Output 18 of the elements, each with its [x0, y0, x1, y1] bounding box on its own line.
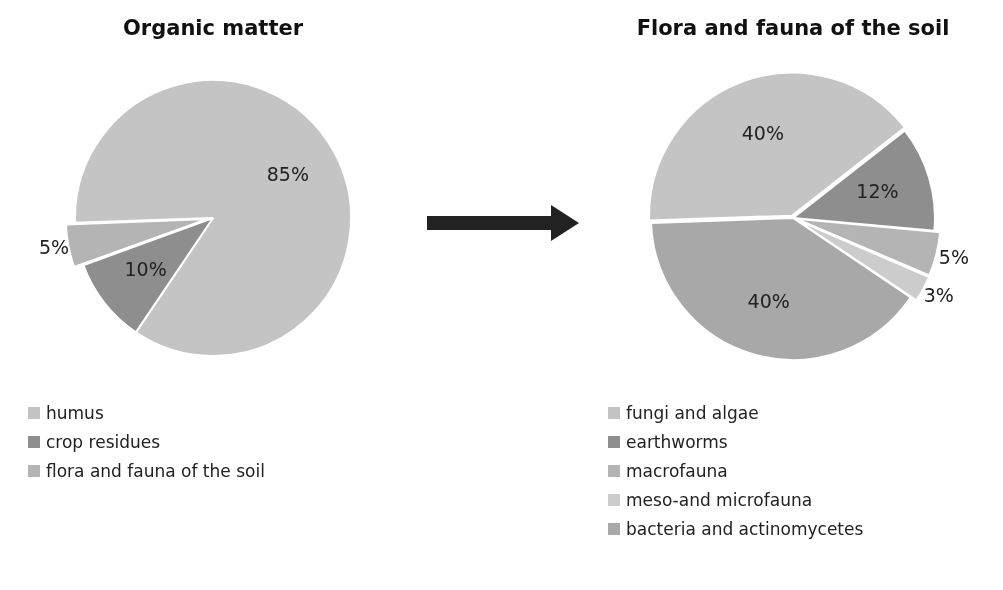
legend-label: fungi and algae	[626, 402, 759, 423]
chart-title: Organic matter	[121, 15, 305, 42]
legend-label: meso-and microfauna	[626, 489, 813, 510]
data-label: 5%	[938, 245, 970, 268]
data-label: 85%	[266, 163, 309, 186]
data-label: 10%	[124, 257, 167, 280]
data-label: 12%	[856, 180, 899, 203]
data-label: 5%	[38, 235, 70, 258]
legend-label: humus	[46, 402, 104, 423]
data-label: 40%	[747, 289, 790, 312]
legend-label: crop residues	[46, 431, 161, 452]
chart-title: Flora and fauna of the soil	[635, 15, 951, 42]
legend-label: flora and fauna of the soil	[46, 460, 265, 481]
data-label: 40%	[741, 122, 785, 145]
legend-label: bacteria and actinomycetes	[626, 518, 864, 539]
legend-label: earthworms	[626, 431, 728, 452]
legend-label: macrofauna	[626, 460, 728, 481]
data-label: 3%	[923, 284, 954, 307]
